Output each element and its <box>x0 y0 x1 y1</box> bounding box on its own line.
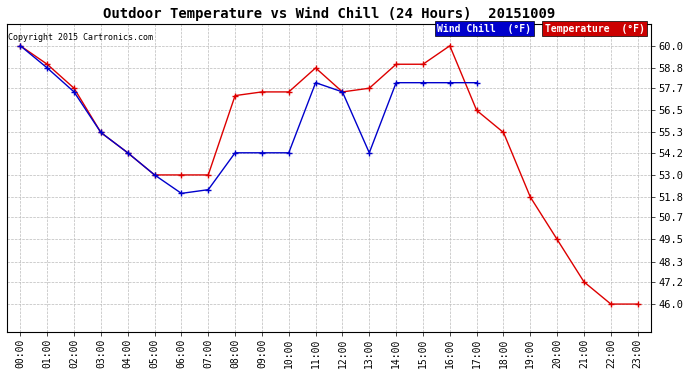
Text: Wind Chill  (°F): Wind Chill (°F) <box>437 24 531 34</box>
Title: Outdoor Temperature vs Wind Chill (24 Hours)  20151009: Outdoor Temperature vs Wind Chill (24 Ho… <box>103 7 555 21</box>
Text: Temperature  (°F): Temperature (°F) <box>545 24 644 34</box>
Text: Copyright 2015 Cartronics.com: Copyright 2015 Cartronics.com <box>8 33 153 42</box>
